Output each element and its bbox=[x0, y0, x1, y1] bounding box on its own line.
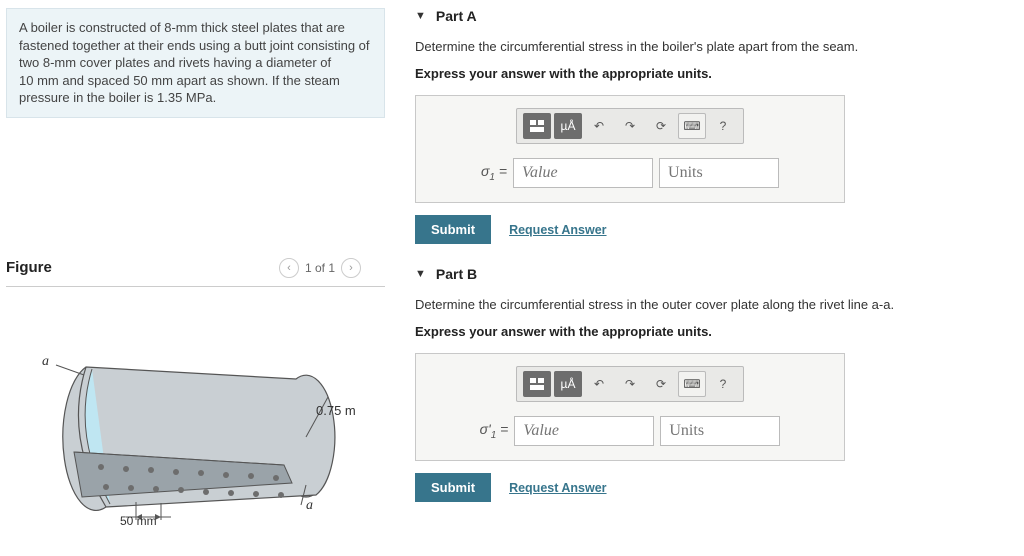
part-b-submit-button[interactable]: Submit bbox=[415, 473, 491, 502]
redo-icon[interactable]: ↷ bbox=[616, 371, 644, 397]
units-selector-button[interactable]: µÅ bbox=[554, 113, 582, 139]
problem-text: A boiler is constructed of bbox=[19, 20, 164, 35]
figure-header: Figure ‹ 1 of 1 › bbox=[6, 258, 385, 287]
units-selector-button[interactable]: µÅ bbox=[554, 371, 582, 397]
part-a: ▼ Part A Determine the circumferential s… bbox=[415, 8, 1008, 244]
part-b: ▼ Part B Determine the circumferential s… bbox=[415, 266, 1008, 502]
part-b-request-answer-link[interactable]: Request Answer bbox=[509, 481, 606, 495]
left-column: A boiler is constructed of 8-mm thick st… bbox=[0, 0, 395, 556]
part-a-answer-box: µÅ ↶ ↷ ⟳ ⌨ ? σ1 = bbox=[415, 95, 845, 203]
part-b-toolbar: µÅ ↶ ↷ ⟳ ⌨ ? bbox=[516, 366, 744, 402]
figure-image: a a 0.75 m 50 mm bbox=[6, 287, 385, 530]
part-b-prompt: Determine the circumferential stress in … bbox=[415, 296, 1008, 314]
label-a-left: a bbox=[42, 354, 49, 369]
undo-icon[interactable]: ↶ bbox=[585, 371, 613, 397]
figure-nav: ‹ 1 of 1 › bbox=[279, 258, 361, 278]
boiler-diagram: a a 0.75 m 50 mm bbox=[16, 307, 376, 527]
part-a-prompt: Determine the circumferential stress in … bbox=[415, 38, 1008, 56]
problem-cover: 8-mm bbox=[43, 55, 76, 70]
collapse-icon: ▼ bbox=[415, 10, 426, 22]
sigma1-label: σ1 = bbox=[481, 163, 507, 183]
part-a-title: Part A bbox=[436, 8, 477, 24]
problem-text: and spaced bbox=[59, 73, 133, 88]
part-b-header[interactable]: ▼ Part B bbox=[415, 266, 1008, 282]
undo-icon[interactable]: ↶ bbox=[585, 113, 613, 139]
problem-rivet-d: 10 mm bbox=[19, 73, 59, 88]
part-b-title: Part B bbox=[436, 266, 477, 282]
problem-text: . bbox=[213, 90, 217, 105]
right-column: ▼ Part A Determine the circumferential s… bbox=[395, 0, 1024, 556]
figure-prev-button[interactable]: ‹ bbox=[279, 258, 299, 278]
part-a-header[interactable]: ▼ Part A bbox=[415, 8, 1008, 24]
part-a-request-answer-link[interactable]: Request Answer bbox=[509, 223, 606, 237]
part-b-submit-row: Submit Request Answer bbox=[415, 473, 1008, 502]
problem-statement: A boiler is constructed of 8-mm thick st… bbox=[6, 8, 385, 118]
label-radius: 0.75 m bbox=[316, 403, 356, 418]
keyboard-icon[interactable]: ⌨ bbox=[678, 113, 706, 139]
part-a-instruction: Express your answer with the appropriate… bbox=[415, 66, 1008, 81]
reset-icon[interactable]: ⟳ bbox=[647, 371, 675, 397]
figure-nav-label: 1 of 1 bbox=[305, 261, 335, 275]
part-b-answer-box: µÅ ↶ ↷ ⟳ ⌨ ? σ'1 = bbox=[415, 353, 845, 461]
keyboard-icon[interactable]: ⌨ bbox=[678, 371, 706, 397]
part-b-value-input[interactable] bbox=[514, 416, 654, 446]
label-spacing: 50 mm bbox=[120, 514, 157, 527]
problem-pressure: 1.35 MPa bbox=[157, 90, 213, 105]
part-a-input-row: σ1 = bbox=[430, 158, 830, 188]
part-b-instruction: Express your answer with the appropriate… bbox=[415, 324, 1008, 339]
part-a-units-input[interactable] bbox=[659, 158, 779, 188]
collapse-icon: ▼ bbox=[415, 268, 426, 280]
problem-thickness: 8-mm bbox=[164, 20, 197, 35]
part-a-value-input[interactable] bbox=[513, 158, 653, 188]
template-icon[interactable] bbox=[523, 371, 551, 397]
part-b-input-row: σ'1 = bbox=[430, 416, 830, 446]
help-icon[interactable]: ? bbox=[709, 371, 737, 397]
part-a-toolbar: µÅ ↶ ↷ ⟳ ⌨ ? bbox=[516, 108, 744, 144]
part-b-units-input[interactable] bbox=[660, 416, 780, 446]
help-icon[interactable]: ? bbox=[709, 113, 737, 139]
figure-next-button[interactable]: › bbox=[341, 258, 361, 278]
figure-title: Figure bbox=[6, 259, 52, 276]
sigma1-prime-label: σ'1 = bbox=[480, 421, 509, 441]
problem-text: cover plates and rivets having a diamete… bbox=[76, 55, 331, 70]
figure-section: Figure ‹ 1 of 1 › bbox=[6, 258, 385, 530]
part-a-submit-button[interactable]: Submit bbox=[415, 215, 491, 244]
label-a-right: a bbox=[306, 498, 313, 513]
part-a-submit-row: Submit Request Answer bbox=[415, 215, 1008, 244]
redo-icon[interactable]: ↷ bbox=[616, 113, 644, 139]
reset-icon[interactable]: ⟳ bbox=[647, 113, 675, 139]
template-icon[interactable] bbox=[523, 113, 551, 139]
problem-spacing: 50 mm bbox=[133, 73, 173, 88]
